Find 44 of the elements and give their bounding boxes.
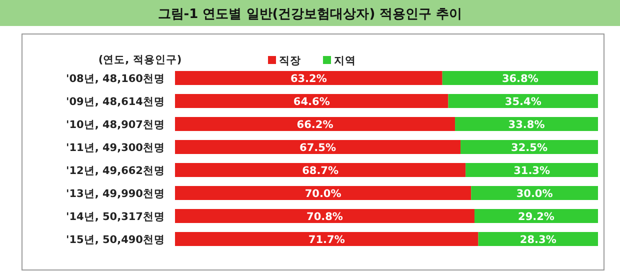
y-tick-label: '08년, 48,160천명 [66,73,165,85]
data-label: 67.5% [300,142,336,154]
y-tick-label: '15년, 50,490천명 [66,234,165,246]
y-tick-label: '14년, 50,317천명 [66,211,165,223]
bar [466,163,598,177]
data-label: 71.7% [308,234,346,246]
bar [175,117,456,131]
bar [455,117,598,131]
data-label: 70.0% [304,188,342,200]
bar [471,186,598,200]
bar [175,232,478,246]
bar [175,186,472,200]
data-label: 31.3% [514,165,550,177]
y-tick-label: '11년, 49,300천명 [66,142,165,154]
legend-label: 지역 [333,55,356,67]
data-label: 66.2% [296,119,334,131]
y-tick-label: '13년, 49,990천명 [66,188,165,200]
data-label: 36.8% [502,73,539,85]
bar [175,209,474,223]
data-label: 70.8% [306,211,344,223]
bar [442,71,598,85]
chart-title: 그림-1 연도별 일반(건강보험대상자) 적용인구 추이 [158,7,462,22]
bar [175,140,461,154]
bar [478,232,598,246]
data-label: 32.5% [511,142,548,154]
data-label: 29.2% [518,211,555,223]
text: (연도, 적용인구) [98,54,182,66]
y-tick-label: '12년, 49,662천명 [66,165,165,177]
legend-label: 직장 [279,55,301,67]
bar [460,140,598,154]
bar [175,71,442,85]
bar [474,209,598,223]
data-label: 68.7% [302,165,339,177]
data-label: 33.8% [508,119,546,131]
data-label: 30.0% [516,188,554,200]
y-tick-label: '09년, 48,614천명 [66,96,165,108]
y-tick-label: '10년, 48,907천명 [66,119,165,131]
data-label: 35.4% [504,96,542,108]
bar [448,94,598,108]
bar [175,163,466,177]
bar [175,94,448,108]
data-label: 63.2% [290,73,328,85]
data-label: 28.3% [520,234,557,246]
data-label: 64.6% [293,96,330,108]
